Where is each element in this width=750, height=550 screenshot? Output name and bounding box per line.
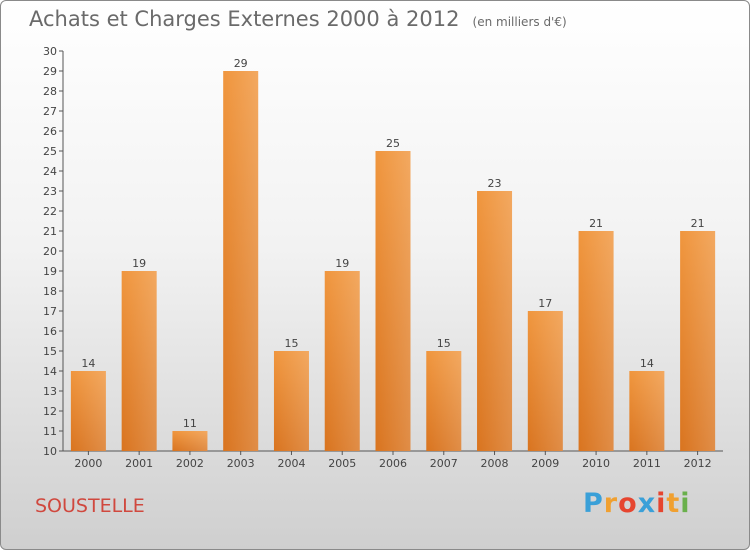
chart-subtitle: (en milliers d'€) — [472, 15, 567, 29]
bar-value-label: 19 — [132, 257, 146, 270]
x-tick-label: 2005 — [328, 457, 356, 470]
x-tick-label: 2001 — [125, 457, 153, 470]
bar-highlight — [70, 371, 106, 451]
y-tick-label: 26 — [43, 125, 57, 138]
logo-letter: t — [666, 488, 681, 519]
y-tick-label: 11 — [43, 425, 57, 438]
y-tick-label: 14 — [43, 365, 57, 378]
x-tick-label: 2006 — [379, 457, 407, 470]
bar-value-label: 21 — [589, 217, 603, 230]
bar-highlight — [629, 371, 665, 451]
bar-highlight — [477, 191, 513, 451]
x-tick-label: 2008 — [481, 457, 509, 470]
x-tick-label: 2011 — [633, 457, 661, 470]
x-tick-label: 2012 — [684, 457, 712, 470]
y-tick-label: 23 — [43, 185, 57, 198]
proxiti-logo: Proxiti — [583, 488, 691, 519]
logo-letter: i — [680, 488, 691, 519]
x-tick-label: 2002 — [176, 457, 204, 470]
x-tick-label: 2010 — [582, 457, 610, 470]
y-tick-label: 12 — [43, 405, 57, 418]
bar-highlight — [527, 311, 563, 451]
bar-highlight — [680, 231, 716, 451]
x-tick-label: 2007 — [430, 457, 458, 470]
y-tick-label: 30 — [43, 45, 57, 58]
bar-value-label: 17 — [538, 297, 552, 310]
y-tick-label: 27 — [43, 105, 57, 118]
y-tick-label: 29 — [43, 65, 57, 78]
x-tick-label: 2009 — [531, 457, 559, 470]
y-tick-label: 16 — [43, 325, 57, 338]
logo-letter: P — [583, 488, 604, 519]
y-tick-label: 28 — [43, 85, 57, 98]
y-tick-label: 21 — [43, 225, 57, 238]
bar-highlight — [273, 351, 309, 451]
x-tick-label: 2003 — [227, 457, 255, 470]
y-tick-label: 17 — [43, 305, 57, 318]
bar-value-label: 21 — [691, 217, 705, 230]
y-tick-label: 20 — [43, 245, 57, 258]
bar-value-label: 19 — [335, 257, 349, 270]
logo-letter: o — [618, 488, 638, 519]
bar-highlight — [578, 231, 614, 451]
bar-value-label: 15 — [284, 337, 298, 350]
commune-name: SOUSTELLE — [35, 495, 145, 517]
bar-highlight — [172, 431, 208, 451]
x-tick-label: 2000 — [74, 457, 102, 470]
y-tick-label: 18 — [43, 285, 57, 298]
bar-highlight — [426, 351, 462, 451]
y-tick-label: 10 — [43, 445, 57, 458]
bar-highlight — [375, 151, 411, 451]
bar-value-label: 29 — [234, 57, 248, 70]
bar-highlight — [324, 271, 360, 451]
chart-title-block: Achats et Charges Externes 2000 à 2012 (… — [29, 7, 567, 31]
y-tick-label: 22 — [43, 205, 57, 218]
bar-highlight — [121, 271, 157, 451]
y-tick-label: 13 — [43, 385, 57, 398]
x-tick-label: 2004 — [277, 457, 305, 470]
chart-title: Achats et Charges Externes 2000 à 2012 — [29, 7, 460, 31]
bar-value-label: 23 — [488, 177, 502, 190]
bar-value-label: 14 — [81, 357, 95, 370]
y-tick-label: 15 — [43, 345, 57, 358]
bar-highlight — [223, 71, 259, 451]
bar-value-label: 11 — [183, 417, 197, 430]
y-tick-label: 19 — [43, 265, 57, 278]
logo-letter: r — [603, 488, 619, 519]
bar-value-label: 15 — [437, 337, 451, 350]
logo-letter: i — [656, 488, 667, 519]
y-tick-label: 24 — [43, 165, 57, 178]
bar-value-label: 14 — [640, 357, 654, 370]
bar-value-label: 25 — [386, 137, 400, 150]
y-tick-label: 25 — [43, 145, 57, 158]
logo-letter: x — [637, 488, 657, 519]
